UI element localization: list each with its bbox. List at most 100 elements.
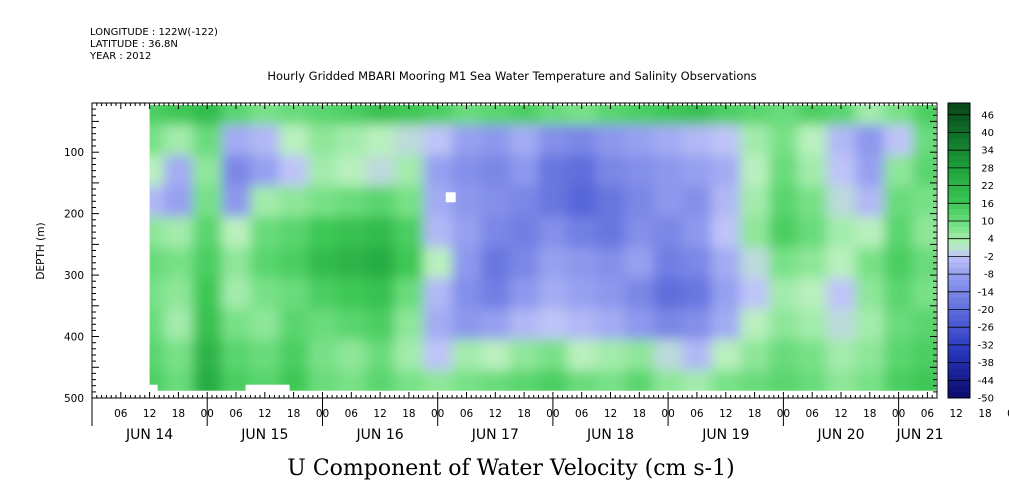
field-cell (567, 124, 597, 156)
field-cell (308, 105, 338, 126)
y-tick-label: 200 (64, 209, 84, 221)
field-cell (682, 105, 712, 126)
field-cell (653, 339, 684, 371)
field-cell (336, 308, 367, 341)
field-cell (797, 216, 828, 248)
colorbar-band (948, 244, 970, 251)
field-cell (192, 370, 223, 391)
field-cell (740, 308, 770, 341)
field-cell (826, 370, 856, 391)
field-cell (279, 247, 309, 279)
field-cell (711, 216, 741, 248)
x-hour-label: 06 (806, 408, 820, 420)
field-cell (365, 186, 396, 218)
x-hour-label: 18 (172, 408, 185, 420)
y-tick-labels: 100 200 300 400 500 (64, 147, 84, 405)
x-hour-tick-labels: 06 12 18 00 06 12 18 00 06 12 18 00 06 12 18 00 06 12 18 00… (114, 408, 1009, 420)
field-cell (394, 278, 424, 310)
x-day-label: JUN 20 (816, 427, 864, 443)
field-cell (509, 278, 540, 310)
field-cell (308, 370, 338, 391)
field-cell (509, 216, 540, 248)
field-cell (797, 124, 828, 156)
field-cell (538, 186, 568, 218)
field-cell (192, 155, 223, 187)
field-cell (596, 247, 626, 279)
field-cell (624, 339, 655, 371)
field-cell (192, 124, 223, 156)
colorbar-band (948, 274, 970, 281)
field-cell (250, 155, 280, 187)
field-cell (538, 124, 568, 156)
field-cell (509, 339, 540, 371)
field-cell (884, 370, 914, 391)
field-cell (797, 155, 828, 187)
field-cell (250, 105, 280, 126)
field-cell (250, 339, 280, 371)
colorbar-label: -38 (978, 358, 994, 369)
field-cell (336, 155, 367, 187)
colorbar-band (948, 114, 970, 121)
field-cell (221, 278, 251, 310)
field-cell (797, 308, 828, 341)
colorbar-band (948, 339, 970, 346)
colorbar-band (948, 138, 970, 145)
field-cell (624, 186, 655, 218)
field-cell (365, 370, 396, 391)
field-cell (221, 308, 251, 341)
colorbar-band (948, 368, 970, 375)
field-cell (423, 155, 453, 187)
field-cell (682, 278, 712, 310)
colorbar-band (948, 285, 970, 293)
field-cell (308, 155, 338, 187)
field-cell (769, 339, 799, 371)
field-cell (192, 216, 223, 248)
field-cell (797, 370, 828, 391)
field-cell (596, 124, 626, 156)
field-cell (365, 124, 396, 156)
field-cell (480, 124, 511, 156)
x-hour-label: 12 (258, 408, 271, 420)
field-cell (164, 155, 194, 187)
field-cell (711, 308, 741, 341)
field-cell (797, 278, 828, 310)
field-cell (596, 155, 626, 187)
x-day-label: JUN 19 (701, 427, 749, 443)
field-cell (682, 308, 712, 341)
x-hour-label: 00 (546, 408, 559, 420)
field-cell (769, 308, 799, 341)
y-axis-label: DEPTH (m) (35, 222, 47, 279)
field-cell (884, 247, 914, 279)
field-cell (336, 105, 367, 126)
x-hour-label: 18 (863, 408, 876, 420)
field-cell (452, 308, 482, 341)
field-cell (682, 339, 712, 371)
colorbar-band (948, 203, 970, 210)
field-cell (740, 186, 770, 218)
field-cell (221, 105, 251, 126)
field-cell (308, 186, 338, 218)
field-cell (423, 124, 453, 156)
x-hour-label: 06 (575, 408, 589, 420)
colorbar-band (948, 156, 970, 163)
field-cell (826, 247, 856, 279)
axis-ticks (91, 102, 938, 426)
x-hour-label: 00 (661, 408, 674, 420)
field-cell (855, 186, 885, 218)
field-cell (538, 339, 568, 371)
field-cell (394, 186, 424, 218)
field-cell (653, 247, 684, 279)
field-cell (624, 216, 655, 248)
missing-data-strip (245, 384, 290, 392)
field-cell (480, 186, 511, 218)
field-cell (682, 155, 712, 187)
field-cell (394, 339, 424, 371)
x-hour-label: 06 (114, 408, 128, 420)
field-cell (480, 247, 511, 279)
field-cell (769, 186, 799, 218)
colorbar-band (948, 221, 970, 228)
x-axis-label: U Component of Water Velocity (cm s-1) (287, 456, 734, 481)
field-cell (567, 308, 597, 341)
field-cell (913, 155, 937, 187)
field-cell (336, 370, 367, 391)
